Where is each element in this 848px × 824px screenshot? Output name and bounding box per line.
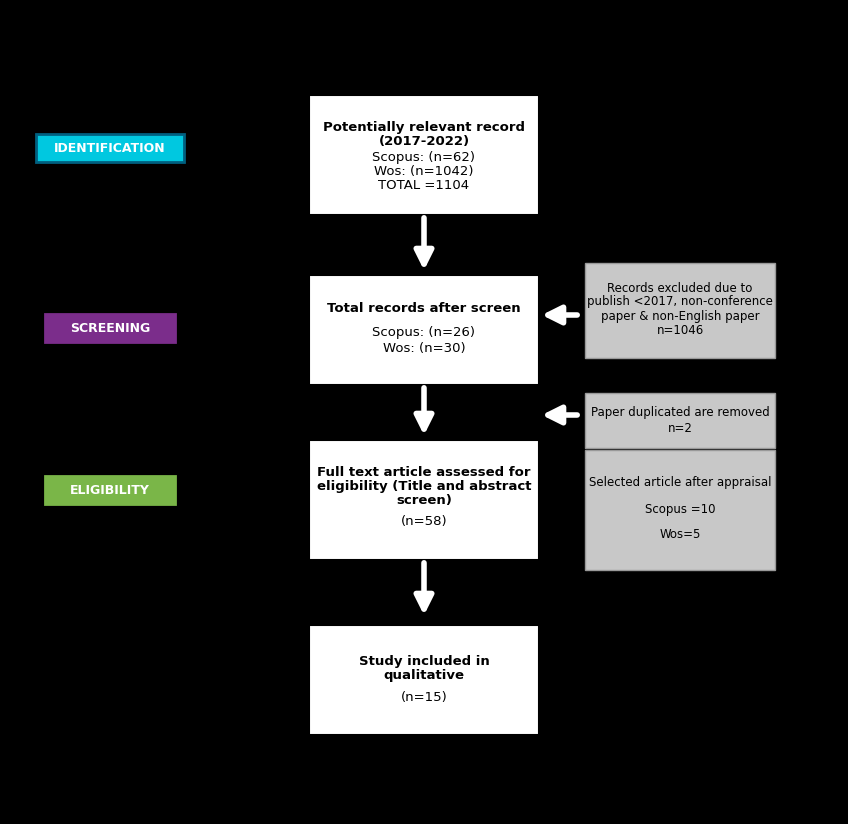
Text: Study included in: Study included in <box>359 656 489 668</box>
Text: n=1046: n=1046 <box>656 324 704 336</box>
Bar <box>309 625 539 735</box>
Text: Total records after screen: Total records after screen <box>327 302 521 315</box>
Text: Paper duplicated are removed: Paper duplicated are removed <box>590 405 769 419</box>
Bar <box>45 476 175 504</box>
Text: TOTAL =1104: TOTAL =1104 <box>378 179 470 191</box>
Text: screen): screen) <box>396 494 452 507</box>
Text: Wos: (n=1042): Wos: (n=1042) <box>374 165 474 177</box>
Bar <box>309 440 539 560</box>
Text: Wos=5: Wos=5 <box>659 527 700 541</box>
Text: (2017-2022): (2017-2022) <box>378 134 470 147</box>
Bar <box>309 275 539 385</box>
Text: Wos: (n=30): Wos: (n=30) <box>382 341 466 354</box>
Bar <box>309 95 539 215</box>
Text: qualitative: qualitative <box>383 669 465 682</box>
Text: Potentially relevant record: Potentially relevant record <box>323 120 525 133</box>
Text: Scopus =10: Scopus =10 <box>644 503 715 517</box>
Bar <box>45 314 175 342</box>
Text: n=2: n=2 <box>667 422 693 434</box>
Text: Scopus: (n=62): Scopus: (n=62) <box>372 151 476 163</box>
Text: IDENTIFICATION: IDENTIFICATION <box>54 142 166 155</box>
Bar <box>585 450 775 570</box>
Bar <box>585 263 775 358</box>
Text: ELIGIBILITY: ELIGIBILITY <box>70 484 150 497</box>
Text: eligibility (Title and abstract: eligibility (Title and abstract <box>317 480 531 493</box>
Text: paper & non-English paper: paper & non-English paper <box>600 310 759 322</box>
Text: publish <2017, non-conference: publish <2017, non-conference <box>587 296 773 308</box>
Bar <box>585 392 775 447</box>
Text: Full text article assessed for: Full text article assessed for <box>317 466 531 479</box>
Text: Records excluded due to: Records excluded due to <box>607 282 753 294</box>
Text: Selected article after appraisal: Selected article after appraisal <box>589 475 771 489</box>
Text: Scopus: (n=26): Scopus: (n=26) <box>372 325 476 339</box>
Text: (n=15): (n=15) <box>400 691 448 705</box>
Text: (n=58): (n=58) <box>401 516 447 528</box>
Text: SCREENING: SCREENING <box>70 321 150 335</box>
Bar <box>36 134 184 162</box>
